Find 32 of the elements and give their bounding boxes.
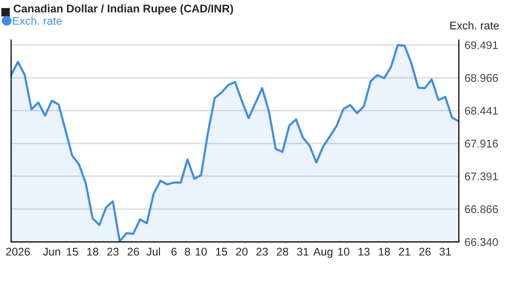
x-tick-label: 2026: [6, 248, 30, 256]
y-tick-label: 66.866: [464, 205, 498, 214]
x-tick-label: 20: [236, 248, 248, 256]
y-tick-label: 68.441: [464, 106, 498, 115]
legend-label: Exch. rate: [13, 16, 62, 25]
x-tick-label: 6: [171, 248, 177, 256]
y-tick-label: 67.391: [464, 172, 498, 180]
x-tick-label: 10: [338, 248, 350, 256]
y-tick-label: 68.966: [464, 74, 498, 82]
x-tick-label: 18: [378, 248, 390, 256]
x-tick-label: 31: [440, 248, 451, 256]
chart-title: Canadian Dollar / Indian Rupee (CAD/INR): [14, 4, 234, 15]
x-tick-label: 28: [276, 248, 288, 256]
x-tick-label: 8: [184, 248, 190, 256]
y-axis-title: Exch. rate: [450, 21, 499, 30]
x-tick-label: Jun: [43, 248, 60, 256]
x-tick-label: 15: [66, 248, 78, 256]
x-tick-label: 21: [398, 248, 410, 256]
x-tick-label: Jul: [146, 247, 160, 256]
y-tick-label: 69.491: [464, 41, 498, 50]
x-tick-label: 26: [419, 248, 431, 256]
x-tick-label: 18: [87, 248, 98, 256]
x-tick-label: Aug: [313, 248, 332, 258]
x-tick-label: 13: [358, 248, 370, 256]
x-tick-label: 23: [256, 248, 268, 256]
x-tick-label: 26: [128, 248, 139, 256]
x-tick-label: 31: [297, 248, 308, 256]
x-tick-label: 10: [196, 248, 207, 256]
x-tick-label: 23: [107, 248, 119, 256]
y-tick-label: 67.916: [464, 140, 498, 148]
x-tick-label: 15: [216, 248, 228, 256]
y-tick-label: 66.340: [464, 238, 498, 246]
